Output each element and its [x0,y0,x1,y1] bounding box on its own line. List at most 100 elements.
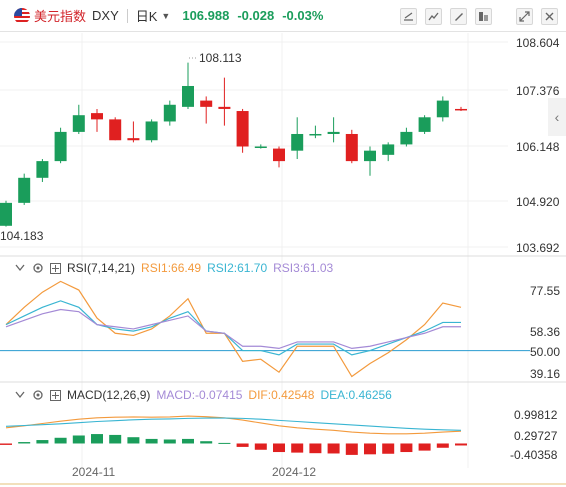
timeframe-label: 日K [135,9,158,24]
macd-histogram-bar [400,443,413,453]
macd-histogram-bar [364,443,376,455]
high-price-label: 108.113 [199,51,242,65]
candle-body [382,144,395,155]
candle-body [72,115,85,132]
macd-histogram-bar [345,443,358,455]
draw-line-icon[interactable] [400,8,417,25]
low-price-label: 104.183 [0,229,44,243]
timeframe-selector[interactable]: 日K ▼ [136,6,171,25]
macd-histogram-bar [273,443,285,453]
candle-body [54,131,67,162]
chart-header: 美元指数 DXY 日K ▼ 106.988 -0.028 -0.03% [0,0,566,32]
rsi-axis-label: 77.55 [530,284,560,298]
collapse-icon[interactable] [14,389,26,401]
fullscreen-icon[interactable] [516,8,533,25]
toolbar [400,8,558,25]
candle-body [291,133,304,151]
macd-title: MACD(12,26,9) [67,388,151,402]
x-axis-label: 2024-12 [272,465,316,479]
us-flag-icon [14,7,30,24]
trend-icon[interactable] [425,8,442,25]
macd-histogram-bar [436,443,449,448]
price-axis-label: 104.920 [516,195,560,209]
macd-histogram-bar [36,440,49,444]
rsi3-value: RSI3:61.03 [273,261,334,275]
close-icon[interactable] [541,8,558,25]
rsi-axis-label: 58.36 [530,325,560,339]
macd-histogram-bar [455,443,467,446]
macd-axis-label: -0.40358 [510,448,558,462]
instrument-symbol: DXY [92,8,119,23]
macd-legend: MACD(12,26,9) MACD:-0.07415 DIF:0.42548 … [14,388,392,402]
candle-body [273,148,285,162]
toggle-icon[interactable] [475,8,492,25]
brush-icon[interactable] [450,8,467,25]
rsi1-line [5,280,462,378]
macd-histogram-bar [309,443,322,454]
candle-body [145,121,158,141]
x-axis-label: 2024-11 [72,465,115,479]
rsi1-value: RSI1:66.49 [141,261,202,275]
settings-icon[interactable] [32,262,44,274]
rsi-legend: RSI(7,14,21) RSI1:66.49 RSI2:61.70 RSI3:… [14,261,333,275]
dea-value: DEA:0.46256 [320,388,392,402]
macd-histogram-bar [218,442,231,444]
macd-histogram-bar [72,435,85,444]
grid-lines [0,33,508,468]
macd-histogram-bar [236,443,249,447]
candle-body [182,85,194,107]
candle-body [36,161,49,178]
macd-histogram-bar [145,438,158,444]
candle-body [218,106,231,109]
macd-histogram-bar [0,443,12,445]
rsi-axis-label: 39.16 [530,367,560,381]
candle-body [0,202,12,226]
candle-body [91,113,103,120]
macd-axis-label: 0.29727 [514,429,558,443]
collapse-icon[interactable] [14,262,26,274]
dif-line [5,415,462,435]
macd-histogram-bar [254,443,267,450]
candle-body [236,111,249,147]
settings-icon[interactable] [32,389,44,401]
candle-body [309,133,322,136]
price-axis-label: 107.376 [516,84,560,98]
macd-histogram-bar [418,443,431,451]
expand-panel-button[interactable]: ‹ [548,98,566,136]
macd-histogram-bar [182,438,194,444]
macd-histogram-bar [127,437,140,444]
macd-histogram-bar [18,442,31,444]
macd-series [0,415,467,455]
rsi2-value: RSI2:61.70 [207,261,268,275]
price-change: -0.028 [237,8,275,23]
macd-histogram-bar [200,441,213,444]
candlestick-series [0,62,467,227]
price-axis-label: 103.692 [516,241,560,255]
macd-histogram-bar [327,443,340,454]
candle-body [400,131,413,145]
macd-histogram-bar [382,443,395,454]
last-price: 106.988 [182,8,230,23]
divider [126,8,128,23]
candle-body [345,133,358,162]
candle-body [127,138,140,141]
add-indicator-icon[interactable] [50,262,61,274]
price-axis-label: 106.148 [516,140,560,154]
macd-axis-label: 0.99812 [514,408,558,422]
candle-body [109,119,122,141]
rsi3-line [5,308,461,350]
candle-body [418,117,431,132]
rsi2-line [5,300,461,356]
add-indicator-icon[interactable] [50,389,61,401]
candle-body [18,177,31,203]
macd-histogram-bar [291,443,304,453]
macd-histogram-bar [91,434,103,444]
instrument-name: 美元指数 [34,9,87,24]
candle-body [455,108,467,111]
chevron-down-icon: ▼ [161,10,171,21]
macd-histogram-bar [163,439,176,444]
candle-body [254,146,267,149]
macd-histogram-bar [109,434,122,444]
candle-body [163,104,176,122]
